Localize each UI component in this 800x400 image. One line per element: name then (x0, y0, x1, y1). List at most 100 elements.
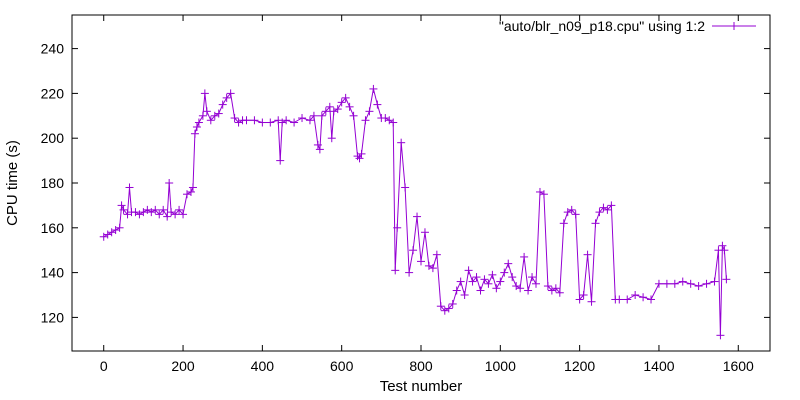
y-tick-label: 220 (41, 85, 65, 101)
data-point (198, 111, 207, 120)
data-point (298, 114, 307, 123)
data-point (524, 286, 533, 295)
data-point (631, 291, 640, 299)
data-point (678, 277, 687, 286)
data-point (381, 114, 390, 123)
data-point (393, 223, 402, 232)
data-point (115, 223, 124, 232)
y-tick-label: 160 (41, 220, 65, 236)
series-layer (99, 84, 731, 340)
data-point (103, 230, 112, 239)
data-point (472, 273, 481, 282)
data-point (143, 205, 152, 214)
data-point (512, 282, 521, 291)
y-tick-label: 240 (41, 41, 65, 57)
data-point (405, 268, 414, 277)
data-point (365, 107, 374, 116)
x-tick-label: 200 (171, 358, 195, 374)
legend: "auto/blr_n09_p18.cpu" using 1:2 (499, 18, 756, 34)
data-point (226, 89, 235, 98)
data-point (151, 205, 160, 214)
data-point (139, 208, 148, 217)
data-point (107, 228, 116, 237)
legend-label: "auto/blr_n09_p18.cpu" using 1:2 (499, 18, 705, 34)
x-tick-label: 1000 (485, 358, 516, 374)
data-point (192, 123, 201, 131)
data-point (424, 261, 433, 270)
data-point (373, 100, 382, 109)
data-point (155, 210, 164, 219)
y-tick-label: 120 (41, 309, 65, 325)
data-point (250, 116, 259, 125)
data-point (496, 277, 505, 286)
data-point (190, 129, 199, 138)
data-point (460, 291, 469, 299)
data-point (702, 279, 711, 288)
data-point (266, 118, 275, 127)
data-point (345, 102, 354, 111)
data-point (428, 264, 437, 273)
data-point (413, 212, 422, 221)
x-tick-label: 1600 (723, 358, 754, 374)
data-point (563, 208, 572, 217)
data-point (539, 190, 548, 199)
data-point (167, 208, 176, 217)
data-point (583, 250, 592, 259)
x-tick-label: 1200 (564, 358, 595, 374)
data-point (369, 84, 378, 93)
data-point (532, 279, 541, 288)
data-point (716, 331, 725, 340)
legend-sample (712, 22, 756, 30)
data-point (313, 140, 322, 149)
data-point (385, 116, 394, 125)
data-point (595, 208, 604, 217)
data-point (476, 286, 485, 295)
data-point (420, 228, 429, 237)
data-point (147, 208, 156, 217)
data-point (488, 270, 497, 279)
data-point (99, 232, 108, 241)
data-point (686, 279, 695, 288)
data-point (535, 187, 544, 196)
data-point (361, 116, 370, 125)
data-point (333, 105, 342, 114)
data-point (171, 210, 180, 219)
data-point (230, 114, 239, 123)
plot-area: 0 200 400 600 800 1000 1200 1400 1600 1201401601… (41, 14, 771, 374)
y-tick-label: 140 (41, 265, 65, 281)
data-point (274, 116, 283, 125)
data-point (194, 118, 203, 127)
data-point (315, 145, 324, 154)
data-point (276, 156, 285, 165)
data-point (694, 282, 703, 291)
data-point (179, 210, 188, 219)
data-point (163, 212, 172, 221)
data-point (615, 295, 624, 304)
data-point (718, 241, 727, 250)
data-point (278, 118, 287, 127)
data-point (409, 246, 418, 255)
data-point (575, 295, 584, 304)
data-point (520, 252, 529, 261)
data-point (135, 210, 144, 219)
y-axis-ticks: 120 140 160 180 200 220 240 (41, 41, 770, 325)
data-point (397, 138, 406, 147)
x-axis-label: Test number (380, 378, 463, 395)
data-point (452, 286, 461, 295)
data-point (555, 288, 564, 297)
data-point (662, 279, 671, 288)
data-point (468, 277, 477, 286)
data-point (587, 297, 596, 306)
data-point (670, 279, 679, 288)
data-point (654, 279, 663, 288)
data-point (639, 293, 648, 302)
data-point (456, 277, 465, 286)
data-point (436, 302, 445, 311)
data-point (571, 210, 580, 219)
data-point (603, 205, 612, 214)
data-point (125, 183, 134, 192)
data-point (218, 100, 227, 109)
data-point (591, 219, 600, 228)
data-point (559, 219, 568, 228)
data-point (309, 111, 318, 120)
